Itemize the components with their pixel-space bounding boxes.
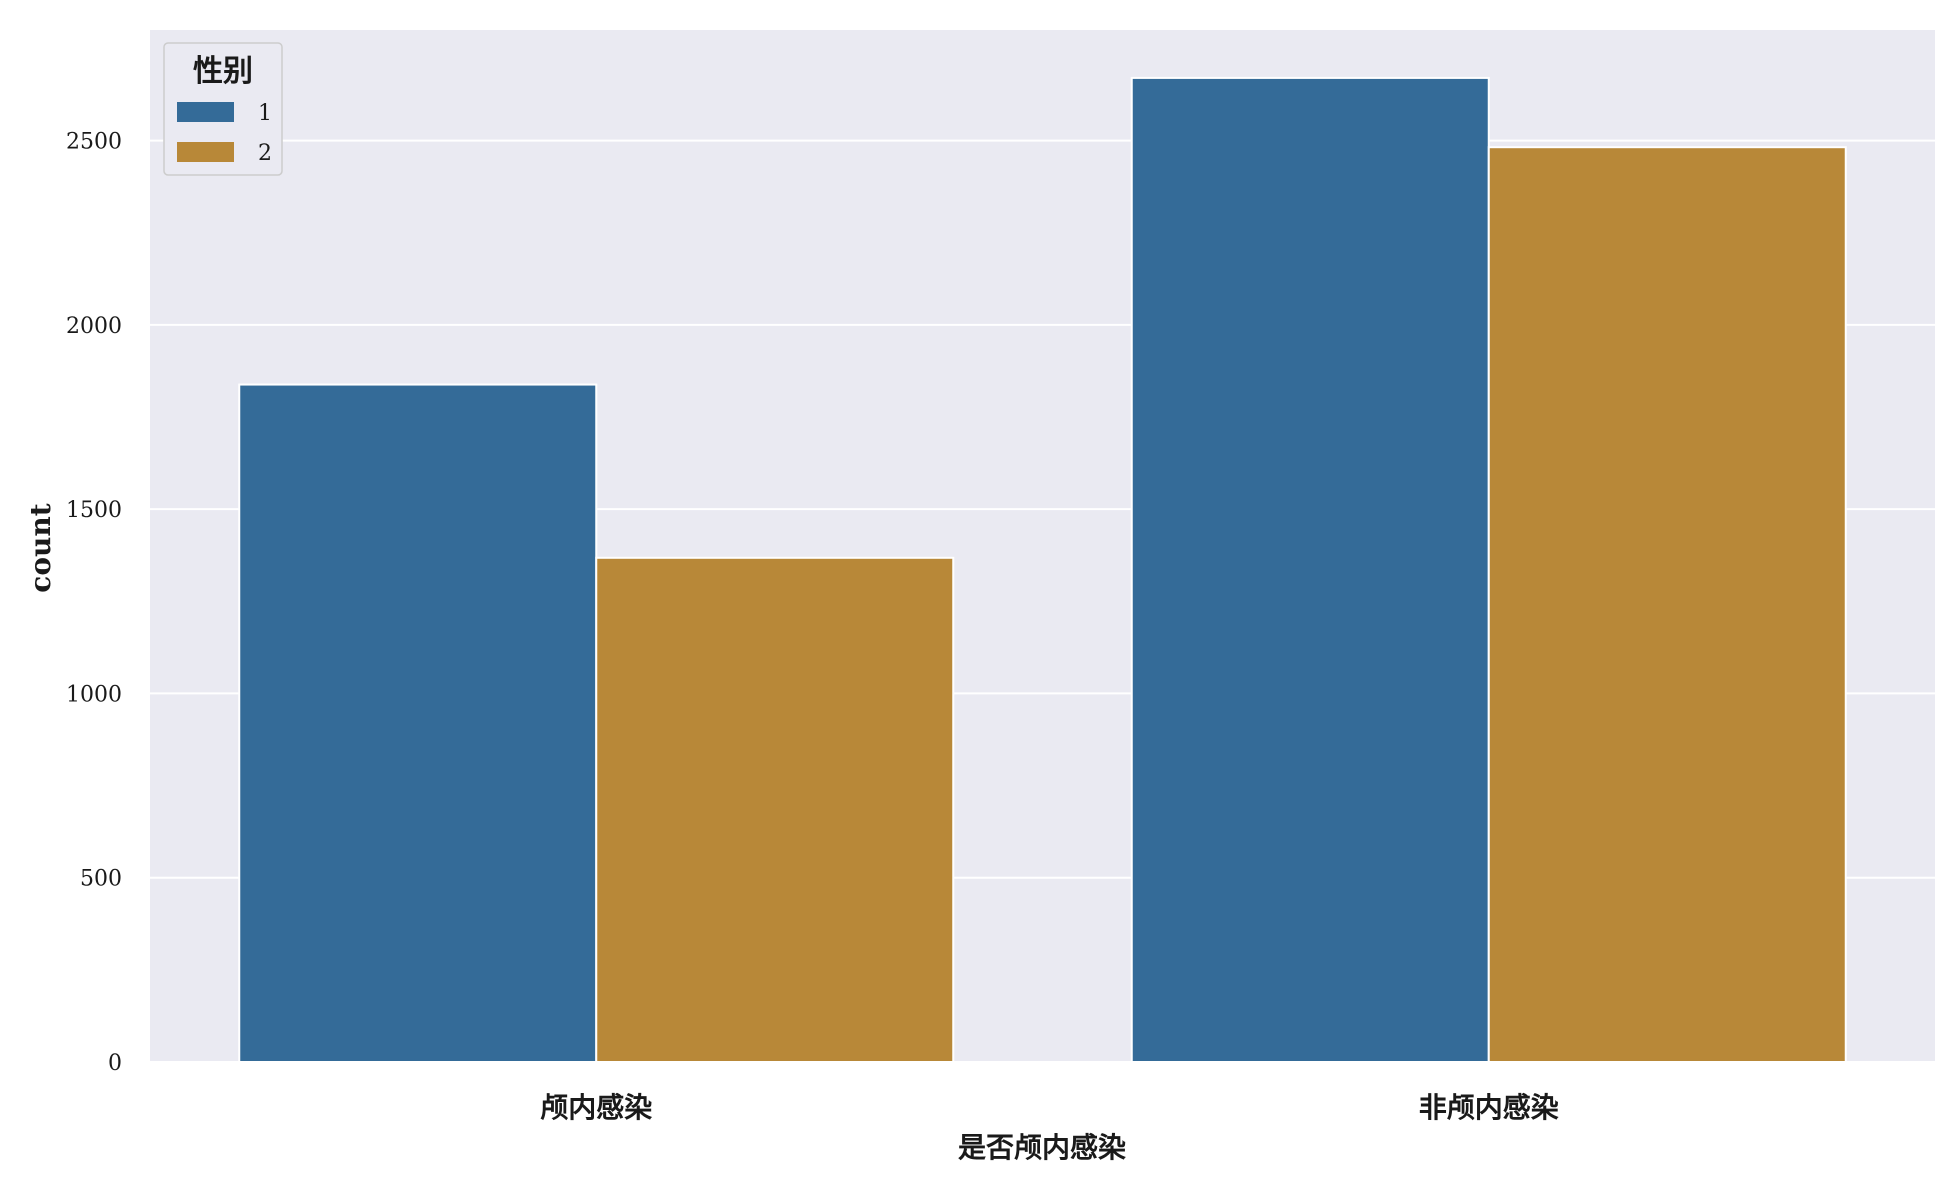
y-axis-title: count [24, 503, 57, 592]
x-tick-label-0: 颅内感染 [540, 1091, 652, 1124]
y-tick-label-1: 500 [80, 867, 122, 892]
y-tick-label-0: 0 [108, 1051, 122, 1076]
x-tick-label-1: 非颅内感染 [1419, 1091, 1559, 1124]
legend-swatch-1 [177, 102, 234, 122]
x-axis-title: 是否颅内感染 [958, 1131, 1126, 1164]
bar-0-series-1 [238, 383, 598, 1063]
bar-0-series-2 [595, 556, 955, 1064]
legend-label-2: 2 [258, 141, 272, 166]
y-tick-label-3: 1500 [66, 498, 122, 523]
bars [238, 76, 1847, 1064]
bar-1-series-2 [1487, 146, 1847, 1064]
bar-1-series-1 [1130, 76, 1490, 1063]
x-tick-labels: 颅内感染 非颅内感染 [540, 1091, 1559, 1124]
legend-label-1: 1 [258, 101, 272, 126]
legend: 性别 12 [163, 42, 283, 176]
y-tick-label-5: 2500 [66, 130, 122, 155]
y-tick-labels: 0 500 1000 1500 2000 2500 [66, 130, 122, 1076]
legend-items: 12 [177, 101, 272, 166]
y-tick-label-2: 1000 [66, 682, 122, 707]
legend-swatch-2 [177, 142, 234, 162]
legend-title: 性别 [193, 54, 253, 89]
y-tick-label-4: 2000 [66, 314, 122, 339]
